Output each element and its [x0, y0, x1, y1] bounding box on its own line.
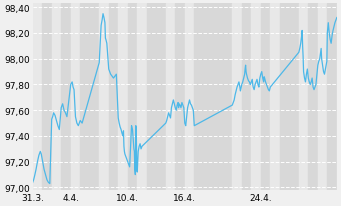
- Bar: [128, 4, 137, 190]
- Bar: [61, 4, 71, 190]
- Bar: [251, 4, 261, 190]
- Bar: [213, 4, 232, 190]
- Bar: [242, 4, 251, 190]
- Bar: [80, 4, 99, 190]
- Bar: [42, 4, 52, 190]
- Bar: [33, 4, 42, 190]
- Bar: [299, 4, 308, 190]
- Bar: [261, 4, 270, 190]
- Bar: [175, 4, 185, 190]
- Bar: [109, 4, 118, 190]
- Bar: [270, 4, 280, 190]
- Bar: [147, 4, 166, 190]
- Bar: [52, 4, 61, 190]
- Bar: [308, 4, 318, 190]
- Bar: [327, 4, 337, 190]
- Bar: [185, 4, 194, 190]
- Bar: [118, 4, 128, 190]
- Bar: [337, 4, 341, 190]
- Bar: [71, 4, 80, 190]
- Bar: [137, 4, 147, 190]
- Bar: [280, 4, 299, 190]
- Bar: [232, 4, 242, 190]
- Bar: [194, 4, 213, 190]
- Bar: [318, 4, 327, 190]
- Bar: [166, 4, 175, 190]
- Bar: [99, 4, 109, 190]
